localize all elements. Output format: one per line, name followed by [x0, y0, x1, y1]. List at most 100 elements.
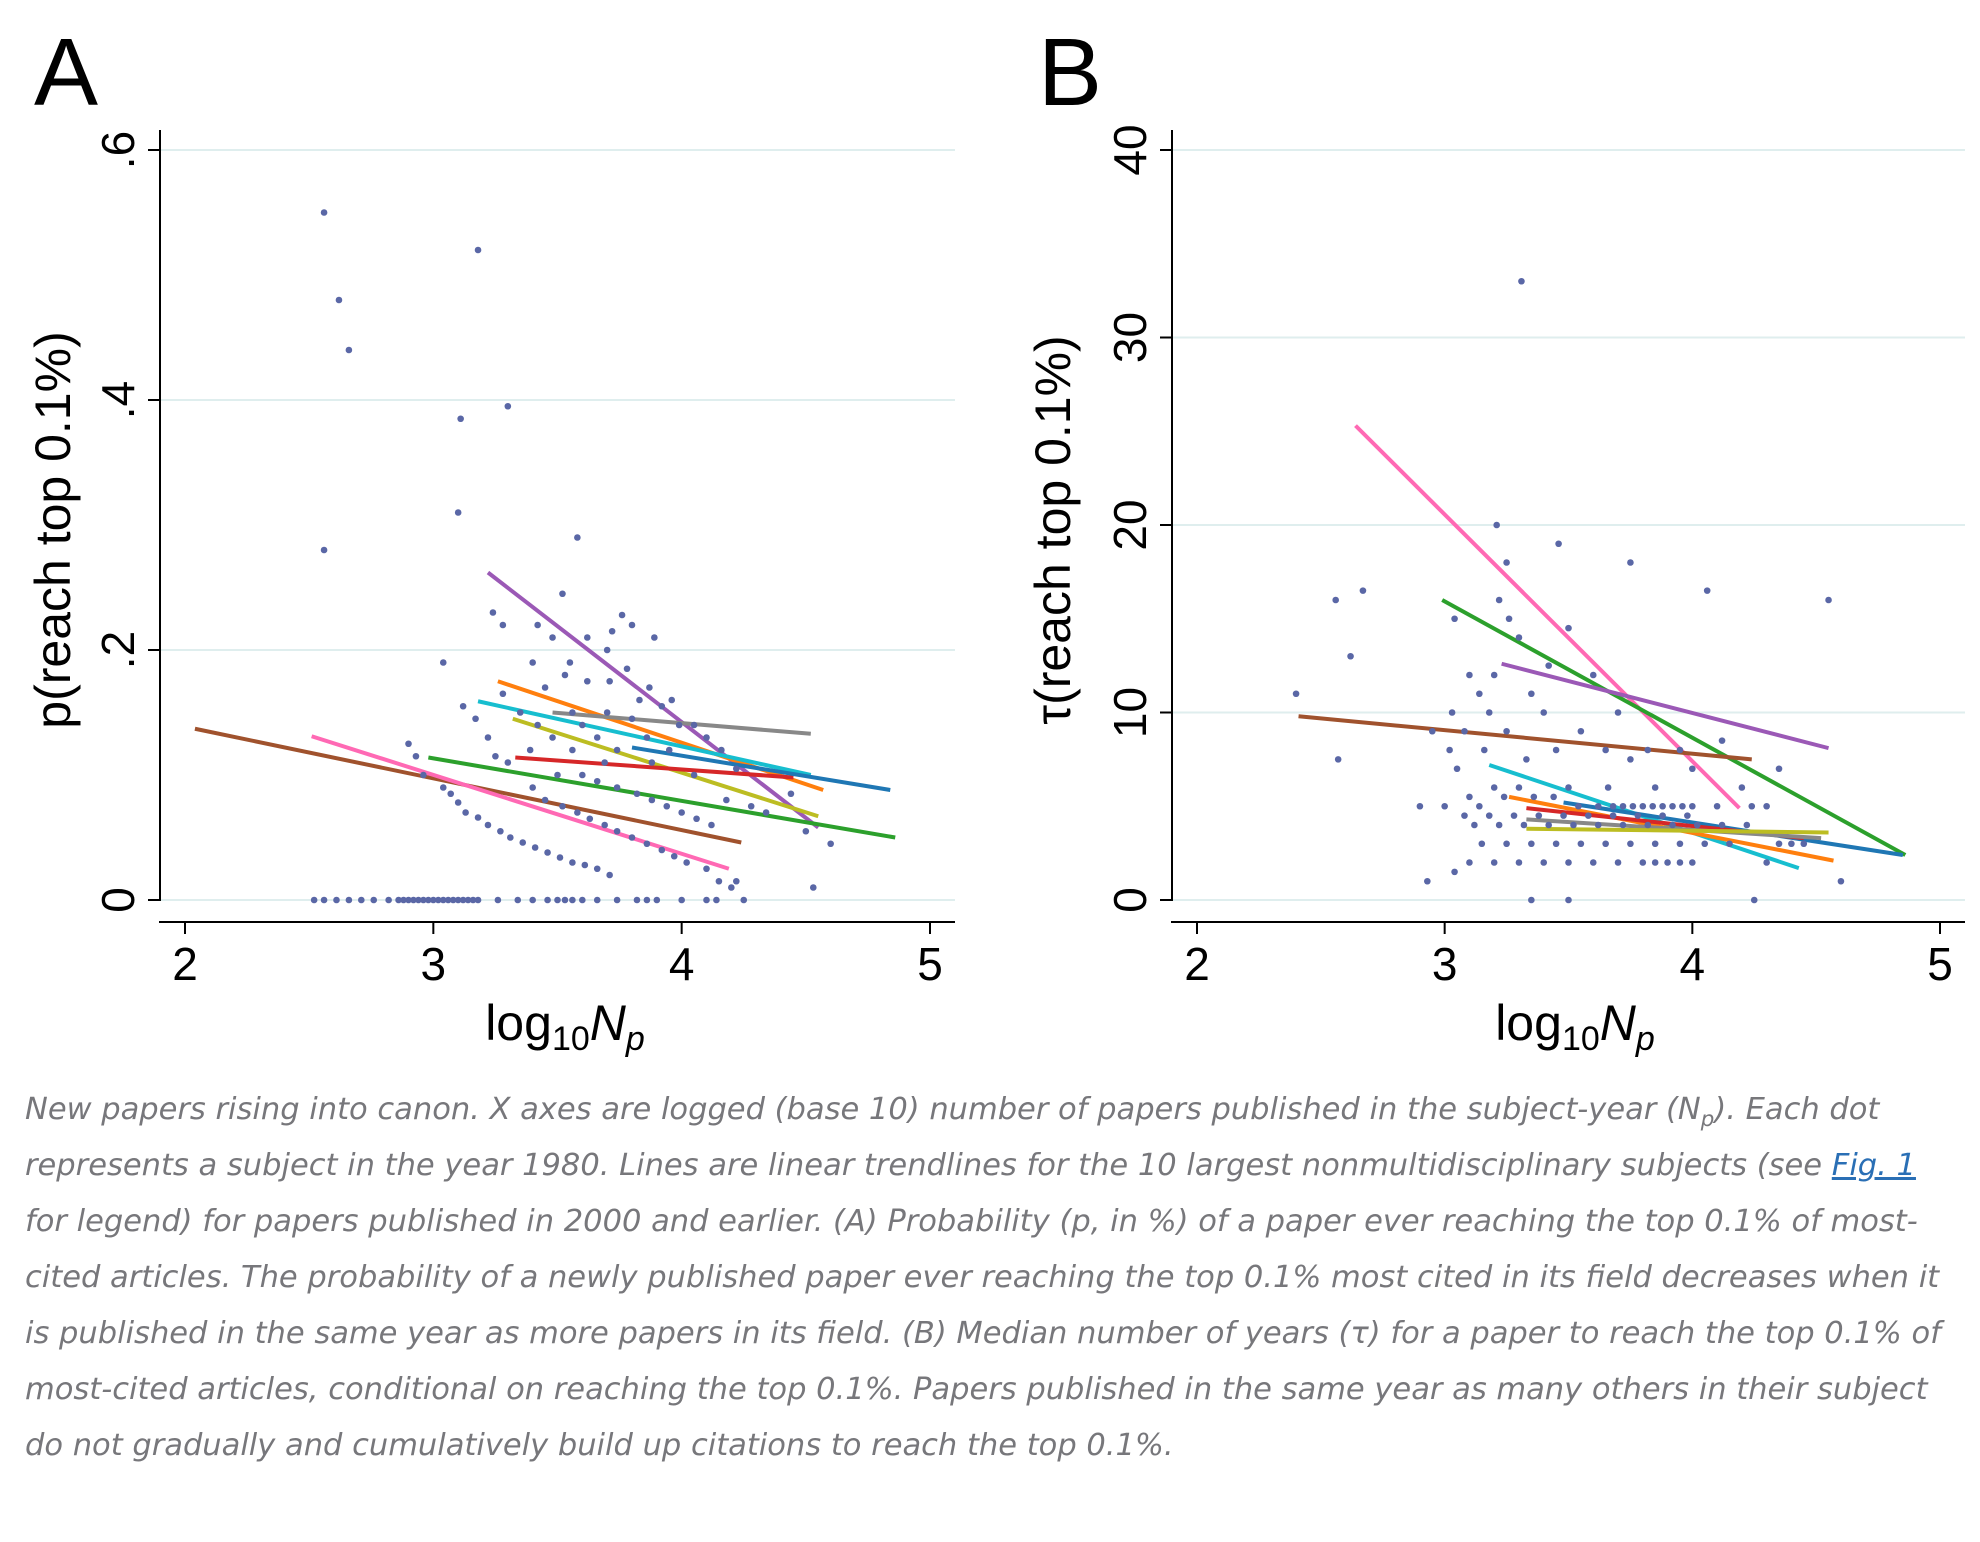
panel-b-point-20: [1292, 690, 1300, 698]
panel-a-point-106: [787, 790, 795, 798]
panel-a-point-63: [439, 784, 447, 791]
panel-a-point-31: [636, 696, 643, 704]
panel-b-point-40: [1689, 765, 1696, 773]
panel-b-point-65: [1748, 802, 1756, 810]
panel-b-point-2: [1555, 540, 1562, 548]
panel-a-point-105: [762, 809, 770, 816]
panel-b-point-58: [1639, 802, 1647, 810]
panel-a-y-axis-title: p(reach top 0.1%): [25, 331, 81, 728]
panel-b-point-11: [1515, 634, 1523, 641]
panel-a-point-103: [723, 796, 730, 804]
panel-a-point-112: [713, 896, 720, 904]
panel-a-point-37: [472, 715, 479, 723]
panel-b-point-86: [1619, 821, 1627, 829]
panel-a-point-44: [549, 734, 556, 741]
panel-a-point-26: [584, 677, 591, 685]
panel-b-point-64: [1713, 802, 1721, 810]
panel-a-x-axis-title: log10Np: [485, 995, 645, 1058]
panel-a-point-40: [628, 715, 636, 723]
panel-a-point-101: [693, 815, 700, 823]
panel-a-trendlines: [194, 570, 896, 871]
panel-b-x-tick-label-0: 2: [1184, 938, 1210, 990]
panel-b-point-13: [1451, 615, 1458, 623]
panel-a-point-56: [504, 759, 512, 766]
panel-a-point-142: [544, 896, 551, 904]
panel-a-point-100: [678, 809, 685, 816]
panel-a-trendline-6: [631, 745, 891, 792]
panel-b-point-73: [1535, 812, 1543, 819]
panel-b-point-16: [1490, 671, 1498, 679]
panel-a-point-79: [529, 784, 536, 791]
panel-b-point-76: [1609, 812, 1617, 819]
panel-a-point-27: [541, 684, 549, 691]
panel-a-point-78: [606, 871, 613, 879]
panel-b-point-17: [1466, 671, 1473, 679]
panel-a-point-139: [494, 896, 502, 904]
panel-b-point-108: [1515, 859, 1523, 866]
panel-a-point-52: [665, 746, 673, 754]
panel-b-point-95: [1552, 840, 1560, 848]
panel-a-point-89: [670, 852, 678, 860]
panel-b-point-90: [1718, 821, 1726, 829]
caption-fig1-link[interactable]: Fig. 1: [1831, 1148, 1916, 1183]
panel-b-point-82: [1520, 821, 1528, 829]
panel-b-trendlines: [1298, 424, 1907, 871]
panel-a-point-121: [385, 896, 392, 904]
panel-a-point-10: [618, 611, 626, 619]
panel-a-point-123: [400, 896, 407, 904]
panel-b-point-52: [1550, 793, 1557, 801]
panel-b-x-tick-label-3: 5: [1927, 938, 1953, 990]
panel-b-point-78: [1659, 812, 1666, 819]
panel-b-point-34: [1552, 746, 1560, 754]
panel-b-point-26: [1503, 727, 1510, 735]
panel-a-point-12: [608, 627, 616, 635]
panel-b-y-axis-title: τ(reach top 0.1%): [1025, 335, 1081, 724]
panel-a-point-28: [606, 677, 613, 685]
panel-a-point-110: [733, 877, 740, 885]
panel-a-point-117: [333, 896, 340, 904]
panel-a-point-34: [569, 709, 576, 716]
panel-a-point-108: [827, 840, 834, 848]
panel-b-point-113: [1639, 859, 1647, 866]
panel-b-point-80: [1471, 821, 1478, 829]
panel-a-point-6: [504, 402, 512, 410]
panel-a-point-136: [464, 896, 472, 904]
panel-b-y-tick-label-2: 20: [1104, 499, 1156, 550]
panel-b-point-12: [1565, 624, 1572, 632]
panel-b-point-122: [1528, 896, 1535, 904]
panel-a-point-35: [603, 709, 611, 716]
panel-b-point-94: [1528, 840, 1535, 848]
panel-a-point-25: [646, 684, 653, 691]
panel-a-point-70: [507, 834, 514, 841]
panel-a-point-96: [613, 784, 621, 791]
panel-a-gridlines: [160, 149, 955, 901]
panel-a-point-118: [345, 896, 353, 904]
panel-a-y-tick-label-3: .6: [92, 131, 144, 169]
panel-b-point-97: [1602, 840, 1609, 848]
panel-a-letter: A: [34, 19, 98, 126]
panel-a-point-75: [569, 859, 576, 866]
panel-a-point-22: [566, 659, 574, 666]
panel-a-point-58: [601, 759, 608, 766]
panel-a-point-120: [370, 896, 378, 904]
panel-a-point-135: [459, 896, 467, 904]
panel-a-point-45: [593, 734, 601, 741]
panel-a-point-124: [405, 896, 412, 904]
panel-b-point-7: [1495, 596, 1503, 604]
panel-a-point-49: [526, 746, 534, 754]
panel-a-point-99: [663, 802, 671, 810]
panel-a-point-146: [579, 896, 586, 904]
panel-a-point-23: [623, 665, 631, 673]
panel-a-point-91: [703, 865, 710, 873]
panel-a-point-148: [613, 896, 621, 904]
panel-b-point-105: [1800, 840, 1808, 848]
panel-b-point-106: [1466, 859, 1473, 866]
panel-b-point-33: [1480, 746, 1488, 754]
panel-a-point-32: [459, 702, 467, 710]
panel-b-trendline-9: [1526, 826, 1829, 835]
panel-b-point-109: [1540, 859, 1548, 866]
panel-b-point-38: [1523, 756, 1530, 763]
panel-a-point-87: [643, 840, 651, 848]
panel-a-point-86: [628, 834, 636, 841]
panel-b-chart: B 0 10 20 30 40 2 3 4 5 τ(reach top 0.1%) log10N…: [1025, 19, 1965, 1058]
